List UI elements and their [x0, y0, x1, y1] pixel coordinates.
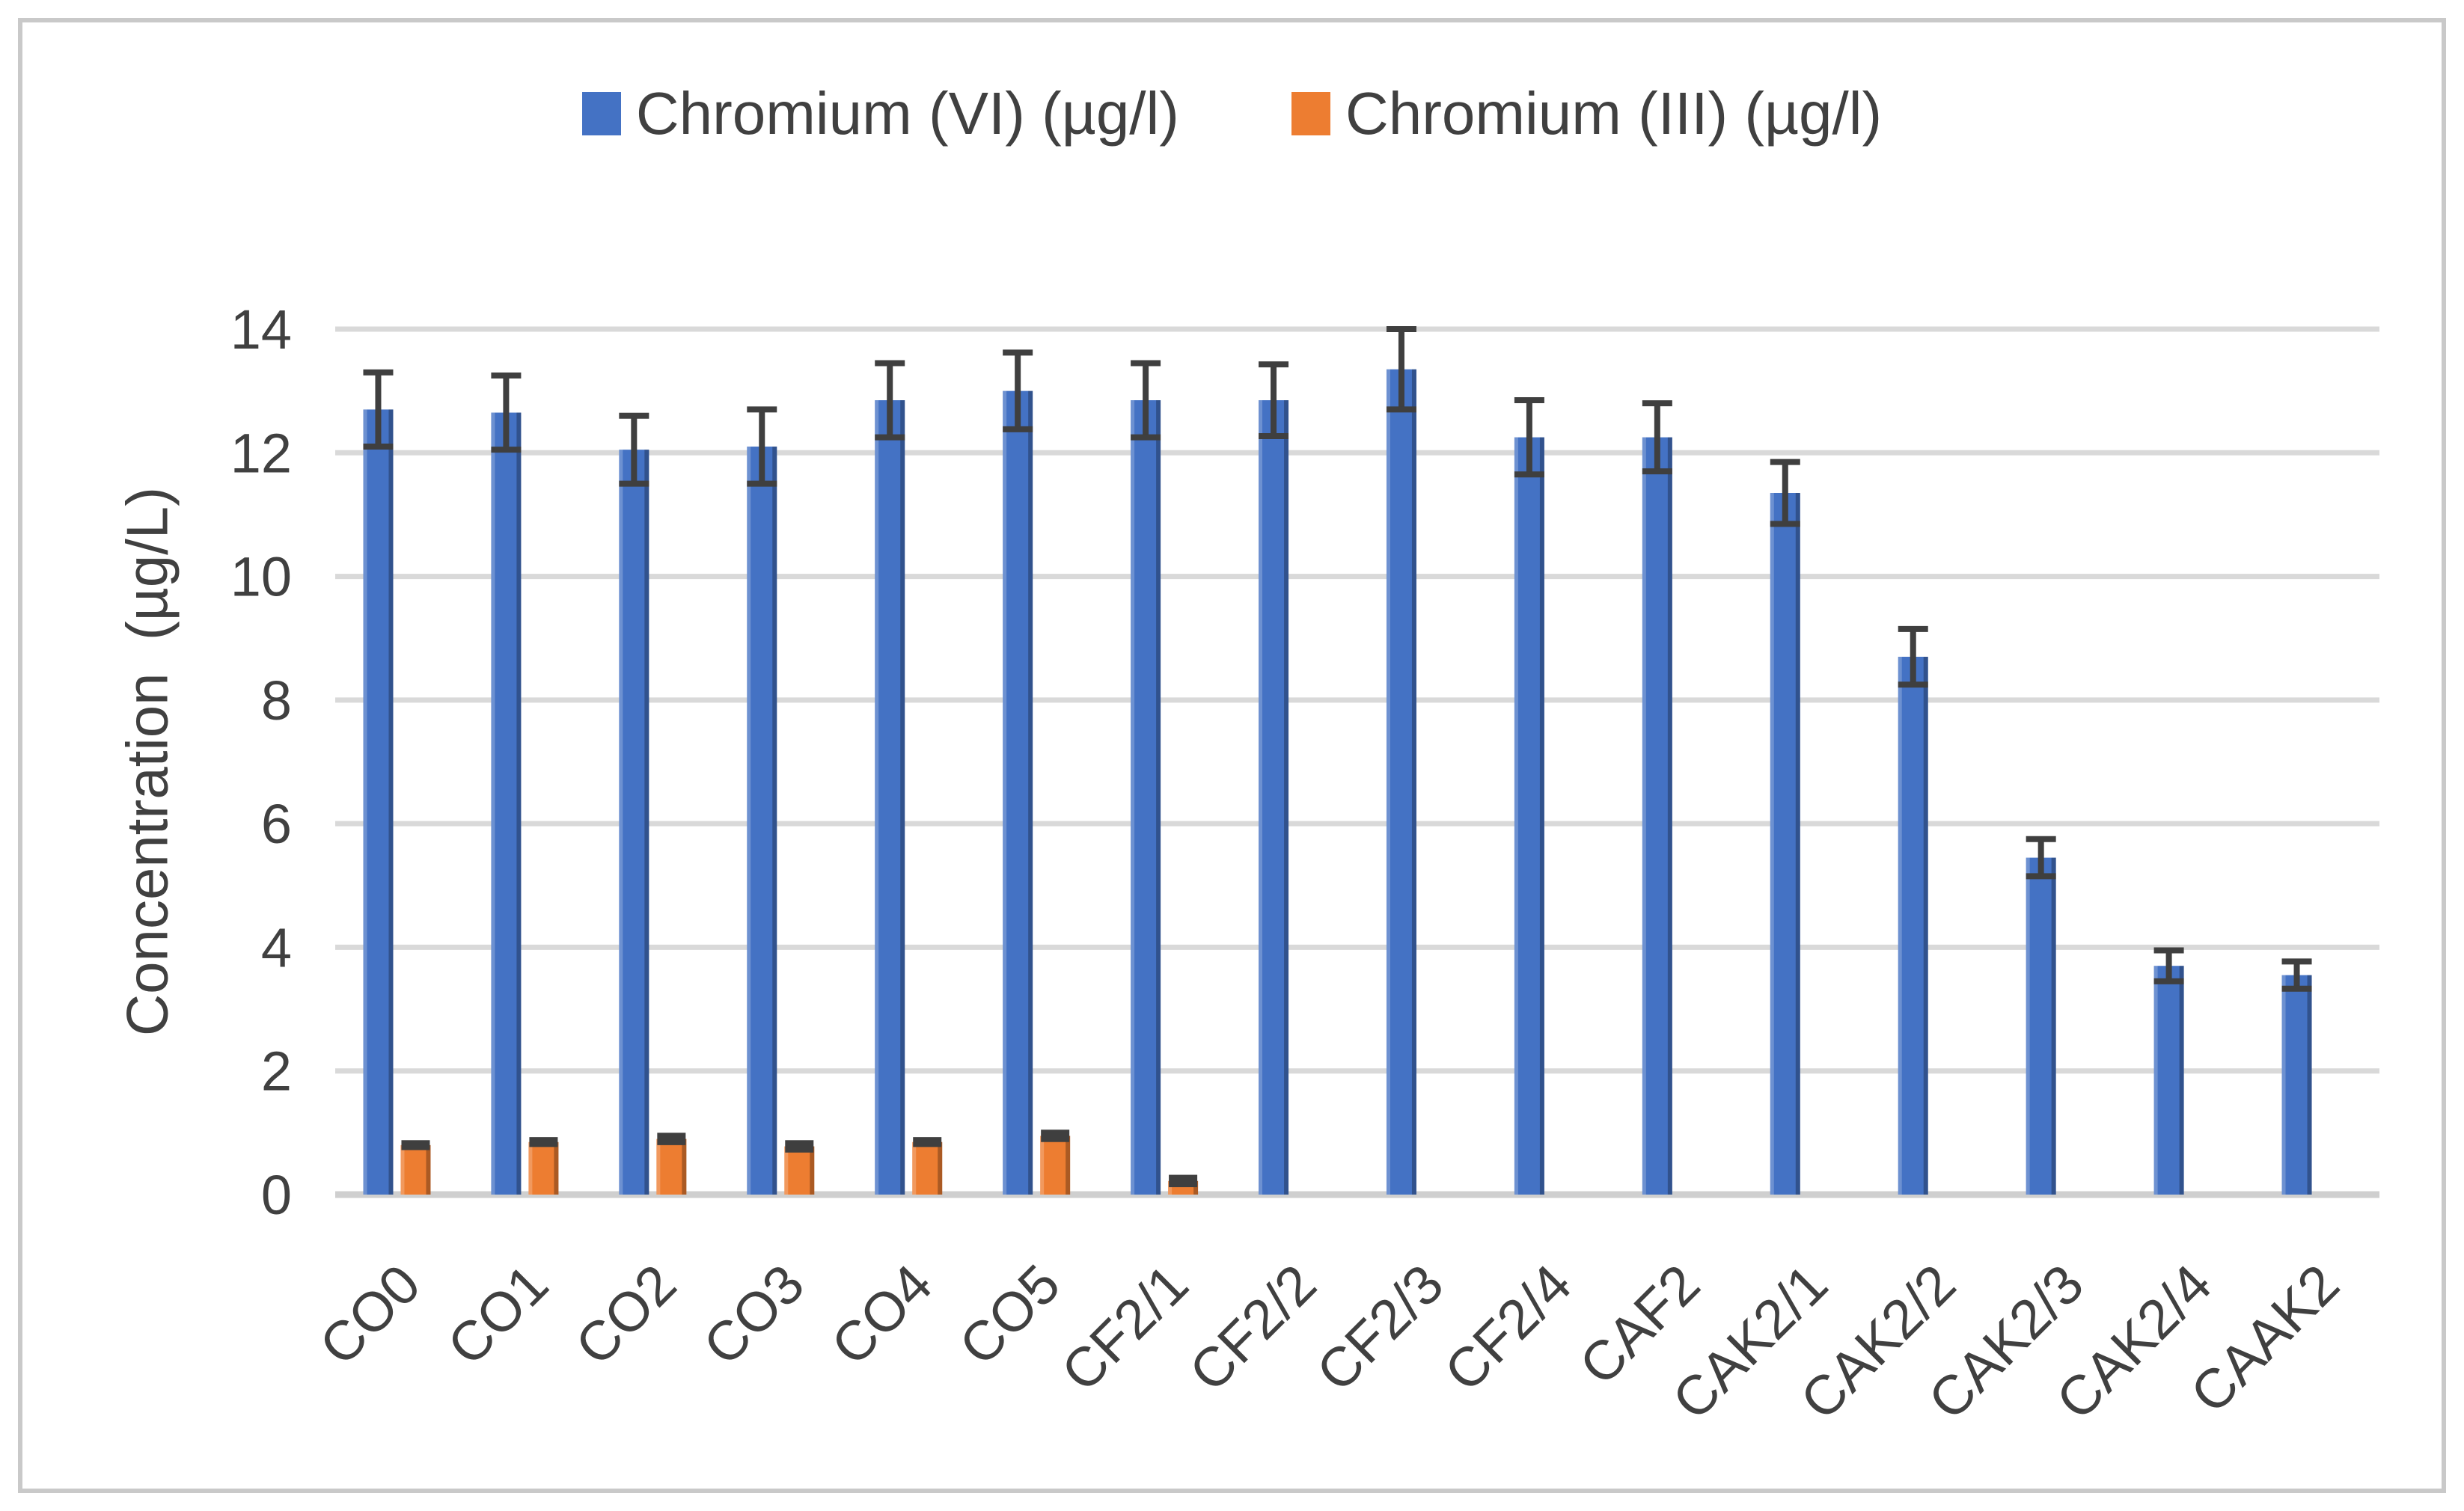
bar-highlight [1898, 657, 1902, 1195]
y-tick-label: 8 [261, 669, 292, 732]
error-bar-block [1169, 1174, 1198, 1188]
error-bar-block [913, 1137, 942, 1147]
bar-shade [644, 450, 649, 1195]
bar-shade [1066, 1135, 1071, 1195]
bar-highlight [528, 1141, 533, 1195]
bar-shade [1923, 657, 1928, 1195]
bar-shade [554, 1141, 559, 1195]
legend-swatch-icon [581, 92, 621, 135]
bar-chromium-vi [747, 447, 777, 1195]
bar-highlight [656, 1138, 661, 1195]
legend-swatch-icon [1291, 92, 1330, 135]
bar-chromium-vi [491, 412, 522, 1195]
bar-shade [516, 412, 522, 1195]
bar-chromium-iii [656, 1138, 687, 1195]
bar-shade [1156, 400, 1161, 1195]
bar-shade [1284, 400, 1289, 1195]
bar-highlight [491, 412, 495, 1195]
bar-chromium-vi [1131, 400, 1161, 1195]
bar-chromium-vi [619, 450, 649, 1195]
bar-shade [1193, 1180, 1199, 1195]
bar-shade [388, 409, 394, 1195]
bar-chromium-iii [400, 1144, 431, 1195]
bar-highlight [912, 1141, 917, 1195]
error-bar-block [529, 1137, 558, 1147]
bar-chromium-iii [1040, 1135, 1071, 1195]
bar-highlight [363, 409, 367, 1195]
bar-chromium-vi [2281, 975, 2312, 1195]
bar-highlight [400, 1144, 405, 1195]
bar-shade [810, 1146, 815, 1195]
y-tick-label: 12 [230, 422, 292, 484]
y-tick-label: 4 [261, 916, 292, 978]
bar-shade [772, 447, 777, 1195]
y-tick-label: 2 [261, 1040, 292, 1103]
legend-item-chromium-vi: Chromium (VI) (µg/l) [581, 80, 1179, 147]
bar-highlight [875, 400, 879, 1195]
bar-chromium-vi [2026, 857, 2056, 1195]
bar-highlight [1259, 400, 1263, 1195]
bar-chromium-iii [528, 1141, 559, 1195]
y-tick-label: 0 [261, 1164, 292, 1226]
bar-chromium-vi [875, 400, 905, 1195]
bar-chromium-vi [1003, 390, 1033, 1195]
bar-chromium-vi [1898, 657, 1928, 1195]
bar-shade [938, 1141, 943, 1195]
bar-shade [426, 1144, 431, 1195]
bar-chromium-vi [1642, 437, 1672, 1195]
y-tick-label: 6 [261, 793, 292, 855]
legend: Chromium (VI) (µg/l) Chromium (III) (µg/l… [0, 84, 2464, 144]
bar-highlight [1131, 400, 1135, 1195]
bar-highlight [1168, 1180, 1173, 1195]
bar-shade [2307, 975, 2312, 1195]
bar-highlight [2153, 966, 2158, 1195]
bar-highlight [619, 450, 623, 1195]
bar-shade [900, 400, 905, 1195]
bar-highlight [1386, 369, 1390, 1195]
bar-highlight [2026, 857, 2030, 1195]
bar-shade [1539, 437, 1544, 1195]
y-tick-label: 10 [230, 546, 292, 608]
bar-highlight [784, 1146, 789, 1195]
bar-shade [2051, 857, 2056, 1195]
bar-shade [1667, 437, 1672, 1195]
bar-chromium-vi [363, 409, 394, 1195]
y-tick-label: 14 [230, 298, 292, 361]
bar-highlight [1040, 1135, 1045, 1195]
bar-chromium-iii [912, 1141, 943, 1195]
bar-highlight [1642, 437, 1646, 1195]
bar-shade [682, 1138, 687, 1195]
error-bar-block [401, 1140, 430, 1150]
legend-label: Chromium (VI) (µg/l) [635, 80, 1179, 147]
legend-item-chromium-iii: Chromium (III) (µg/l) [1291, 84, 1882, 144]
bar-shade [1028, 390, 1033, 1195]
error-bar-block [657, 1133, 686, 1145]
bar-chromium-vi [1259, 400, 1289, 1195]
error-bar-block [1041, 1130, 1070, 1142]
bar-highlight [1514, 437, 1518, 1195]
bar-chromium-vi [1386, 369, 1416, 1195]
bar-shade [1411, 369, 1416, 1195]
legend-label: Chromium (III) (µg/l) [1345, 80, 1883, 147]
bar-highlight [1770, 493, 1774, 1195]
bar-highlight [1003, 390, 1007, 1195]
bar-chromium-vi [2153, 966, 2184, 1195]
bar-chromium-vi [1770, 493, 1800, 1195]
bar-chromium-vi [1514, 437, 1544, 1195]
bar-highlight [2281, 975, 2286, 1195]
bar-chromium-iii [784, 1146, 815, 1195]
bar-highlight [747, 447, 751, 1195]
bar-shade [2179, 966, 2184, 1195]
bar-shade [1795, 493, 1800, 1195]
error-bar-block [785, 1140, 814, 1153]
